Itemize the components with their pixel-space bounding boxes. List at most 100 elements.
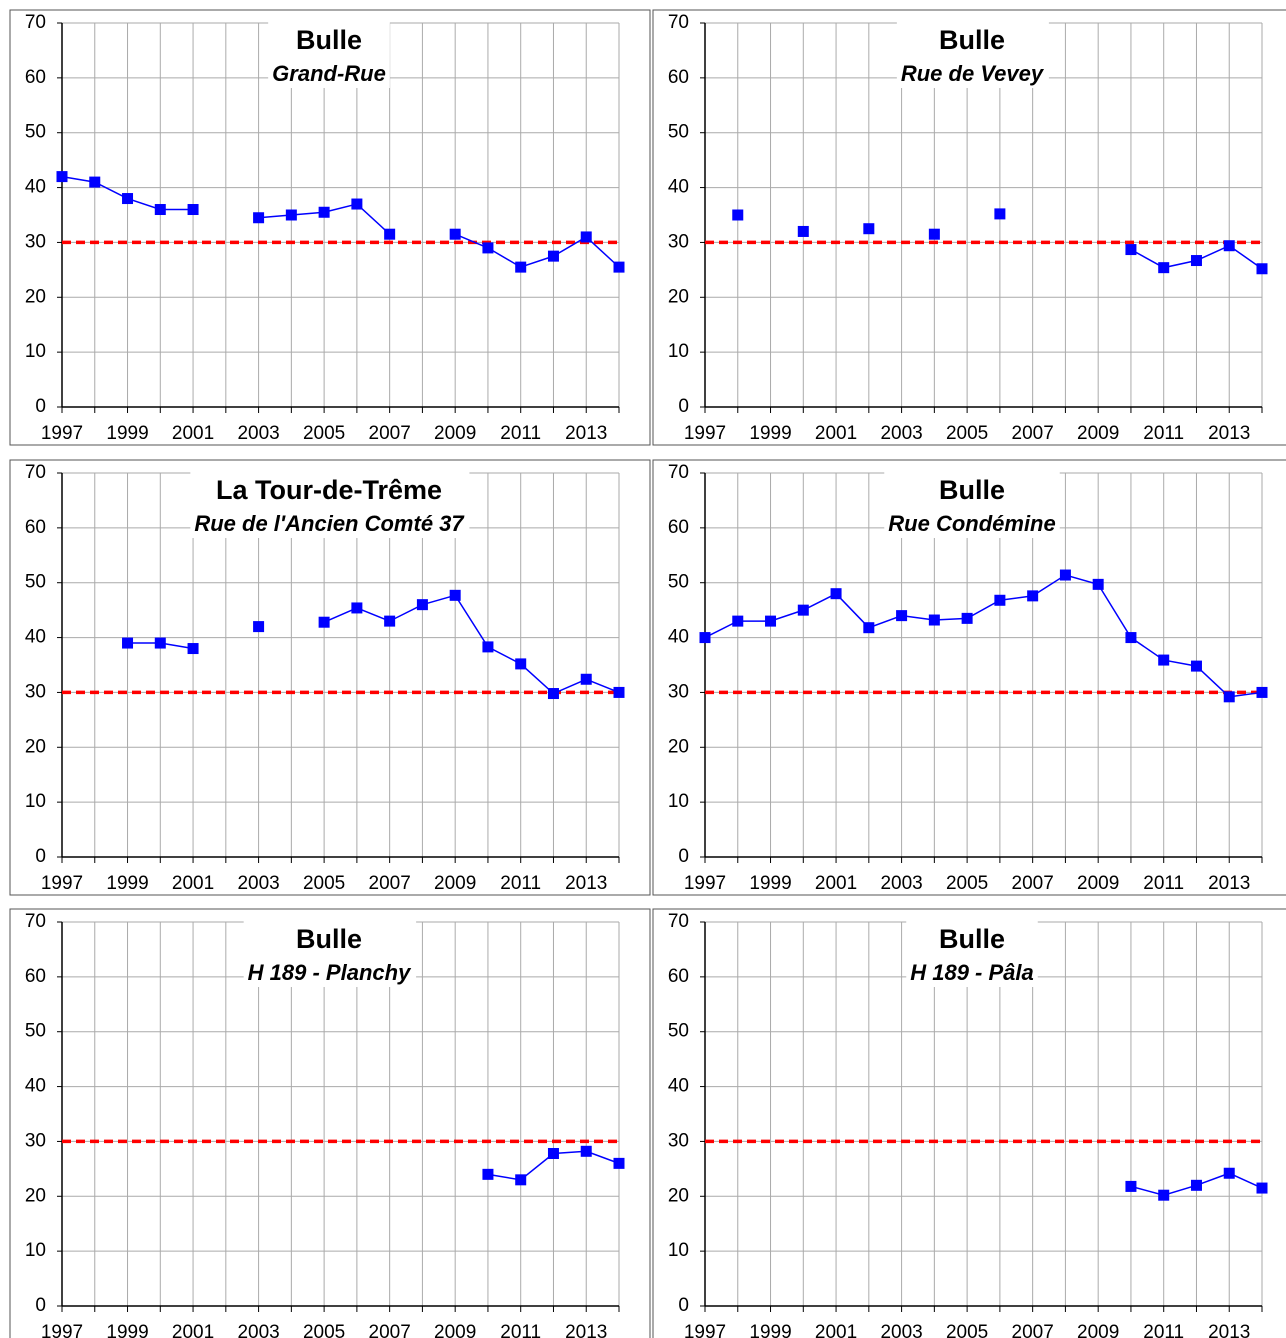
data-point [1256, 686, 1268, 698]
data-point [1158, 1189, 1170, 1201]
y-tick-label: 0 [678, 396, 689, 417]
x-tick-label: 2001 [172, 1322, 214, 1338]
x-tick-label: 1999 [749, 1322, 791, 1338]
x-tick-label: 2007 [369, 1322, 411, 1338]
x-tick-label: 2007 [369, 423, 411, 444]
y-tick-label: 30 [668, 681, 689, 702]
x-tick-label: 2009 [1077, 1322, 1119, 1338]
data-point [1190, 660, 1202, 672]
x-tick-label: 2005 [946, 423, 988, 444]
data-point [318, 206, 330, 218]
x-tick-label: 1999 [749, 423, 791, 444]
x-tick-label: 2013 [1208, 1322, 1250, 1338]
x-tick-label: 1999 [106, 873, 148, 894]
data-point [1223, 240, 1235, 252]
chart-panel: 0 10 20 30 40 50 60 70 1997 1999 2001 2003 2005 2007 2… [652, 908, 1286, 1338]
data-point [613, 261, 625, 273]
x-tick-label: 2011 [1143, 1322, 1184, 1338]
data-point [187, 643, 199, 655]
data-point [1256, 263, 1268, 275]
data-point [547, 1147, 559, 1159]
data-point [351, 602, 363, 614]
y-tick-label: 10 [25, 791, 46, 812]
y-tick-label: 30 [25, 681, 46, 702]
data-point [797, 604, 809, 616]
x-tick-label: 2011 [500, 873, 541, 894]
data-point [515, 261, 527, 273]
x-tick-label: 2013 [565, 423, 607, 444]
data-point [482, 1168, 494, 1180]
x-tick-label: 2007 [1012, 873, 1054, 894]
y-tick-label: 0 [678, 846, 689, 867]
x-tick-label: 2001 [815, 873, 857, 894]
data-point [580, 1145, 592, 1157]
y-tick-label: 0 [35, 396, 46, 417]
x-tick-label: 1997 [684, 873, 726, 894]
y-tick-label: 50 [25, 1021, 46, 1042]
y-tick-label: 10 [25, 341, 46, 362]
y-tick-label: 30 [25, 231, 46, 252]
x-tick-label: 2009 [434, 873, 476, 894]
data-point [1256, 1182, 1268, 1194]
title-box [884, 470, 1060, 538]
title-box [896, 20, 1049, 88]
y-tick-label: 40 [668, 1076, 689, 1097]
y-tick-label: 0 [35, 1295, 46, 1316]
data-point [89, 176, 101, 188]
x-tick-label: 2003 [880, 423, 922, 444]
data-point [1125, 1180, 1137, 1192]
chart-title: Bulle [939, 25, 1005, 55]
y-tick-label: 30 [25, 1130, 46, 1151]
chart-panel: 0 10 20 30 40 50 60 70 1997 1999 2001 2003 2005 2007 2… [652, 9, 1286, 446]
x-tick-label: 2013 [1208, 873, 1250, 894]
data-point [732, 615, 744, 627]
chart-subtitle: H 189 - Pâla [910, 960, 1034, 985]
data-point [580, 673, 592, 685]
data-point [1223, 1167, 1235, 1179]
y-tick-label: 60 [25, 517, 46, 538]
y-tick-label: 30 [668, 1130, 689, 1151]
x-tick-label: 2005 [946, 873, 988, 894]
data-point [1092, 578, 1104, 590]
y-tick-label: 30 [668, 231, 689, 252]
x-tick-label: 2005 [946, 1322, 988, 1338]
y-tick-label: 60 [668, 67, 689, 88]
data-point [1027, 590, 1039, 602]
x-tick-label: 2001 [815, 423, 857, 444]
data-point [515, 1174, 527, 1186]
y-tick-label: 50 [668, 572, 689, 593]
y-tick-label: 20 [668, 736, 689, 757]
x-tick-label: 2013 [565, 1322, 607, 1338]
title-box [268, 20, 390, 88]
data-point [253, 212, 265, 224]
data-point [961, 612, 973, 624]
y-tick-label: 60 [25, 966, 46, 987]
chart-title: Bulle [939, 924, 1005, 954]
y-tick-label: 0 [678, 1295, 689, 1316]
y-tick-label: 60 [668, 966, 689, 987]
chart-panel: 0 10 20 30 40 50 60 70 1997 1999 2001 2003 2005 2007 2… [652, 459, 1286, 896]
y-tick-label: 20 [25, 1185, 46, 1206]
data-point [154, 204, 166, 216]
x-tick-label: 2007 [1012, 1322, 1054, 1338]
data-point [449, 228, 461, 240]
x-tick-label: 2013 [1208, 423, 1250, 444]
chart-title: Bulle [296, 25, 362, 55]
y-tick-label: 60 [668, 517, 689, 538]
data-point [928, 228, 940, 240]
data-point [1158, 262, 1170, 274]
data-point [482, 242, 494, 254]
y-tick-label: 70 [668, 462, 689, 483]
y-tick-label: 20 [25, 736, 46, 757]
data-point [732, 209, 744, 221]
data-point [56, 171, 68, 183]
y-tick-label: 20 [25, 286, 46, 307]
x-tick-label: 2011 [500, 1322, 541, 1338]
x-tick-label: 2001 [815, 1322, 857, 1338]
x-tick-label: 2001 [172, 873, 214, 894]
y-tick-label: 50 [25, 122, 46, 143]
chart-title: Bulle [939, 475, 1005, 505]
y-tick-label: 10 [668, 341, 689, 362]
data-point [318, 616, 330, 628]
